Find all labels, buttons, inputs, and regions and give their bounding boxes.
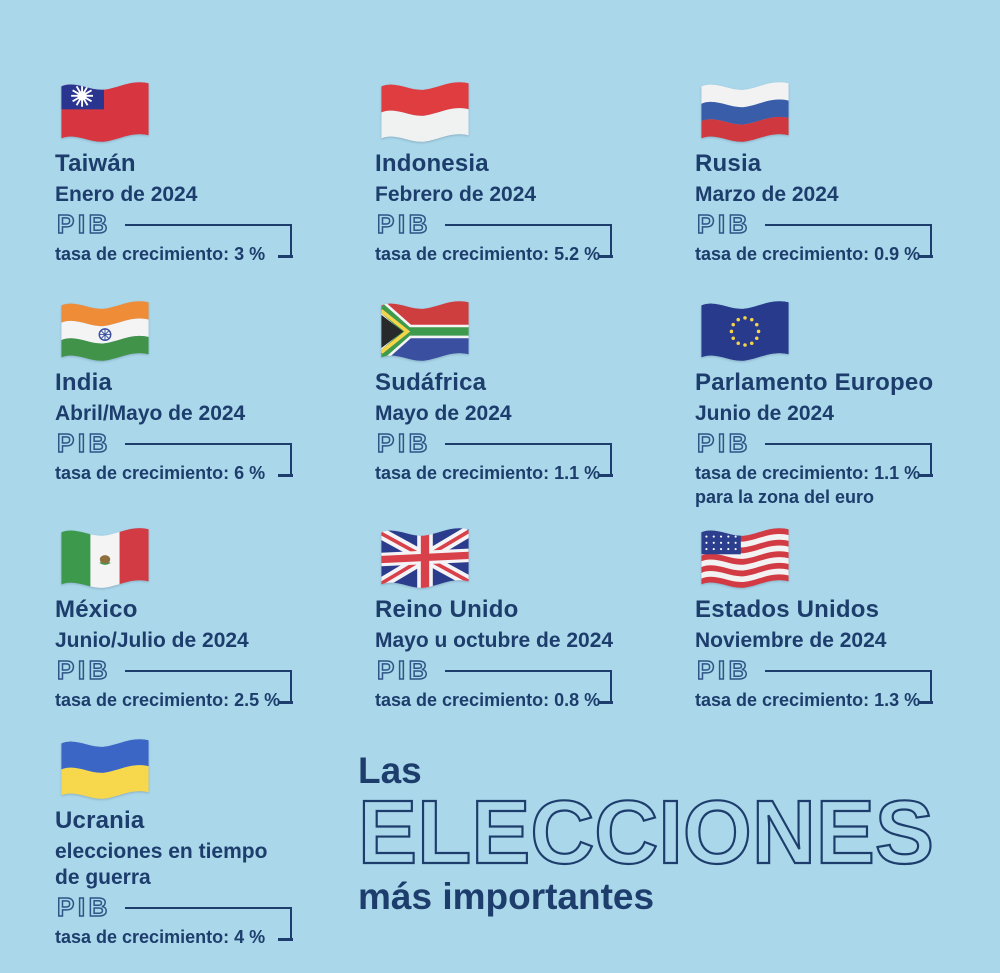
growth-rate: tasa de crecimiento: 0.8 %: [375, 690, 601, 710]
gdp-block: PIB tasa de crecimiento: 5.2 %: [375, 208, 625, 265]
country-name: India: [55, 369, 113, 396]
connector-line: [125, 670, 293, 704]
connector-line: [445, 443, 613, 477]
pib-outline-label: PIB: [696, 654, 751, 686]
pib-outline-label: PIB: [56, 654, 111, 686]
card-india: India Abril/Mayo de 2024 PIB tasa de cre…: [55, 297, 305, 484]
election-date: Abril/Mayo de 2024: [55, 402, 246, 425]
growth-rate: tasa de crecimiento: 4 %: [55, 927, 266, 947]
card-ukraine: Ucrania elecciones en tiempo de guerra P…: [55, 735, 305, 948]
growth-rate: tasa de crecimiento: 0.9 %: [695, 244, 921, 264]
title-trailing: más importantes: [358, 876, 655, 917]
connector-line: [445, 670, 613, 704]
election-date: Mayo de 2024: [375, 402, 512, 425]
svg-text:PIB: PIB: [57, 428, 111, 458]
country-name: Estados Unidos: [695, 596, 880, 623]
svg-text:PIB: PIB: [697, 428, 751, 458]
pib-outline-label: PIB: [376, 427, 431, 459]
gdp-block: PIB tasa de crecimiento: 6 %: [55, 427, 305, 484]
infographic-title: Las ELECCIONES más importantes: [357, 750, 938, 918]
connector-line: [765, 443, 933, 477]
svg-text:PIB: PIB: [377, 655, 431, 685]
uk-flag-icon: [381, 528, 469, 588]
svg-text:PIB: PIB: [377, 209, 431, 239]
gdp-block: PIB tasa de crecimiento: 2.5 %: [55, 654, 305, 711]
election-date: Junio de 2024: [695, 402, 834, 425]
growth-rate: tasa de crecimiento: 5.2 %: [375, 244, 601, 264]
svg-text:PIB: PIB: [57, 209, 111, 239]
russia-flag-icon: [701, 82, 789, 142]
country-name: Indonesia: [375, 150, 489, 177]
card-russia: Rusia Marzo de 2024 PIB tasa de crecimie…: [695, 78, 945, 265]
card-south-africa: Sudáfrica Mayo de 2024 PIB tasa de creci…: [375, 297, 625, 484]
svg-text:PIB: PIB: [377, 428, 431, 458]
gdp-block: PIB tasa de crecimiento: 1.1 %: [375, 427, 625, 484]
connector-line: [125, 224, 293, 258]
pib-outline-label: PIB: [56, 891, 111, 923]
pib-outline-label: PIB: [376, 654, 431, 686]
country-name: Reino Unido: [375, 596, 519, 623]
election-date: Marzo de 2024: [695, 183, 839, 206]
svg-text:PIB: PIB: [57, 892, 111, 922]
pib-outline-label: PIB: [696, 427, 751, 459]
title-leading: Las: [358, 750, 422, 791]
connector-line: [125, 443, 293, 477]
gdp-block: PIB tasa de crecimiento: 3 %: [55, 208, 305, 265]
card-indonesia: Indonesia Febrero de 2024 PIB tasa de cr…: [375, 78, 625, 265]
election-date: elecciones en tiempo de guerra: [55, 840, 268, 889]
indonesia-flag-icon: [381, 82, 469, 142]
taiwan-flag-icon: [61, 82, 149, 142]
election-date: Noviembre de 2024: [695, 629, 887, 652]
growth-rate: tasa de crecimiento: 1.1 %: [695, 463, 921, 483]
growth-rate: tasa de crecimiento: 1.1 %: [375, 463, 601, 483]
card-european-parliament: Parlamento Europeo Junio de 2024 PIB tas…: [695, 297, 945, 508]
svg-text:PIB: PIB: [697, 209, 751, 239]
election-date: Junio/Julio de 2024: [55, 629, 249, 652]
card-united-states: Estados Unidos Noviembre de 2024 PIB tas…: [695, 524, 945, 711]
ukraine-flag-icon: [61, 739, 149, 799]
svg-text:PIB: PIB: [57, 655, 111, 685]
mexico-flag-icon: [61, 528, 149, 588]
svg-text:ELECCIONES: ELECCIONES: [358, 783, 934, 883]
gdp-block: PIB tasa de crecimiento: 4 %: [55, 891, 305, 948]
country-name: Ucrania: [55, 807, 145, 834]
svg-text:PIB: PIB: [697, 655, 751, 685]
gdp-block: PIB tasa de crecimiento: 0.8 %: [375, 654, 625, 711]
india-flag-icon: [61, 301, 149, 361]
election-date: Enero de 2024: [55, 183, 198, 206]
title-main-outline: ELECCIONES: [357, 782, 935, 884]
pib-outline-label: PIB: [696, 208, 751, 240]
country-name: México: [55, 596, 138, 623]
country-name: Parlamento Europeo: [695, 369, 934, 396]
connector-line: [765, 224, 933, 258]
growth-rate-note: para la zona del euro: [695, 487, 875, 507]
growth-rate: tasa de crecimiento: 6 %: [55, 463, 266, 483]
election-date: Mayo u octubre de 2024: [375, 629, 614, 652]
country-name: Rusia: [695, 150, 762, 177]
connector-line: [125, 907, 293, 941]
country-name: Sudáfrica: [375, 369, 487, 396]
gdp-block: PIB tasa de crecimiento: 1.1 % para la z…: [695, 427, 945, 508]
pib-outline-label: PIB: [56, 427, 111, 459]
usa-flag-icon: [701, 528, 789, 588]
growth-rate: tasa de crecimiento: 2.5 %: [55, 690, 281, 710]
connector-line: [445, 224, 613, 258]
european-union-flag-icon: [701, 301, 789, 361]
south-africa-flag-icon: [381, 301, 469, 361]
country-name: Taiwán: [55, 150, 136, 177]
card-taiwan: Taiwán Enero de 2024 PIB tasa de crecimi…: [55, 78, 305, 265]
gdp-block: PIB tasa de crecimiento: 0.9 %: [695, 208, 945, 265]
growth-rate: tasa de crecimiento: 3 %: [55, 244, 266, 264]
growth-rate: tasa de crecimiento: 1.3 %: [695, 690, 921, 710]
card-united-kingdom: Reino Unido Mayo u octubre de 2024 PIB t…: [375, 524, 625, 711]
election-date: Febrero de 2024: [375, 183, 537, 206]
card-mexico: México Junio/Julio de 2024 PIB tasa de c…: [55, 524, 305, 711]
pib-outline-label: PIB: [56, 208, 111, 240]
connector-line: [765, 670, 933, 704]
gdp-block: PIB tasa de crecimiento: 1.3 %: [695, 654, 945, 711]
pib-outline-label: PIB: [376, 208, 431, 240]
